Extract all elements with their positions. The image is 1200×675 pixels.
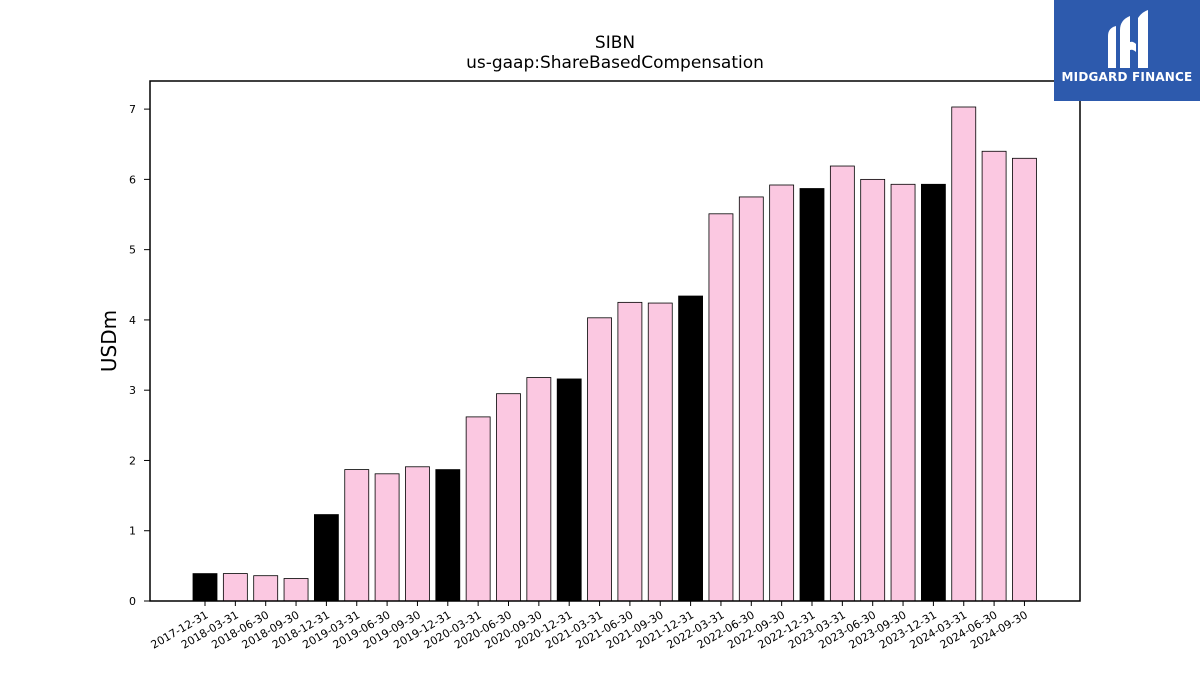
y-tick-label: 0 (129, 595, 136, 608)
y-axis: 0 1 2 3 4 5 6 7 (129, 103, 150, 608)
bar-2020-09-30 (526, 377, 552, 602)
bar-2021-06-30 (617, 301, 643, 602)
bar-2024-06-30 (981, 150, 1007, 602)
bar-2022-09-30 (769, 184, 795, 602)
y-tick-label: 2 (129, 454, 136, 467)
y-tick-label: 6 (129, 173, 136, 186)
bar-2021-09-30 (647, 302, 673, 602)
y-axis-label: USDm (97, 310, 121, 372)
plot-frame (149, 80, 1081, 602)
bar-2017-12-31 (192, 573, 218, 602)
chart-subtitle: us-gaap:ShareBasedCompensation (466, 53, 764, 73)
bar-2020-03-31 (465, 416, 491, 602)
bar-2019-09-30 (405, 466, 430, 602)
bar-2020-12-31 (556, 378, 582, 602)
bar-2019-12-31 (435, 469, 461, 602)
bar-2023-09-30 (890, 183, 916, 602)
y-tick-label: 1 (129, 525, 136, 538)
bar-2024-03-31 (951, 106, 977, 602)
bar-2024-09-30 (1012, 157, 1037, 602)
bar-2022-12-31 (799, 188, 825, 602)
bar-2021-03-31 (587, 317, 612, 602)
bar-2020-06-30 (496, 393, 521, 602)
y-tick-label: 3 (129, 384, 136, 397)
bar-2022-03-31 (708, 213, 734, 602)
midgard-logo-icon (1108, 10, 1148, 68)
bar-2018-12-31 (313, 514, 339, 602)
bar-2022-06-30 (738, 196, 764, 602)
brand-name: MIDGARD FINANCE (1061, 70, 1193, 84)
y-tick-label: 4 (129, 314, 136, 327)
bar-2018-09-30 (283, 578, 309, 602)
bar-2019-03-31 (344, 469, 370, 602)
bar-2019-06-30 (374, 473, 400, 602)
x-axis: 2017-12-312018-03-312018-06-302018-09-30… (149, 601, 1030, 652)
bar-2018-03-31 (222, 573, 248, 602)
bar-2023-03-31 (829, 165, 855, 602)
brand-logo: MIDGARD FINANCE (1054, 0, 1200, 101)
bar-2021-12-31 (678, 295, 703, 602)
chart-title: SIBN (594, 33, 636, 53)
bar-2018-06-30 (253, 575, 279, 602)
bar-2023-06-30 (860, 178, 886, 602)
bar-2023-12-31 (921, 183, 946, 602)
bars-group (192, 106, 1037, 602)
y-tick-label: 5 (129, 244, 136, 257)
y-tick-label: 7 (129, 103, 136, 116)
